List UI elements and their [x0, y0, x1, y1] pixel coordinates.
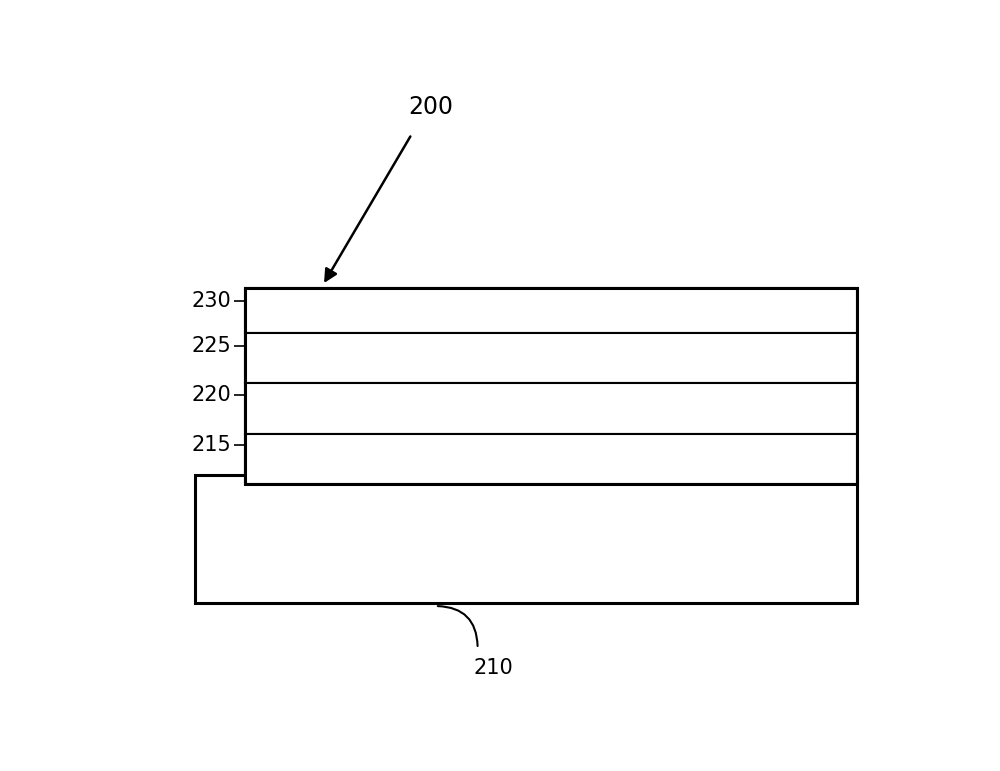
Bar — [245, 383, 857, 434]
Text: 215: 215 — [191, 435, 231, 455]
Text: 200: 200 — [409, 96, 454, 120]
Text: 220: 220 — [191, 386, 231, 406]
Bar — [245, 434, 857, 484]
Bar — [245, 333, 857, 383]
Text: 225: 225 — [191, 336, 231, 356]
Bar — [245, 288, 857, 333]
Bar — [195, 476, 857, 603]
Text: 210: 210 — [473, 658, 513, 678]
Text: 230: 230 — [191, 291, 231, 311]
Bar — [245, 288, 857, 484]
